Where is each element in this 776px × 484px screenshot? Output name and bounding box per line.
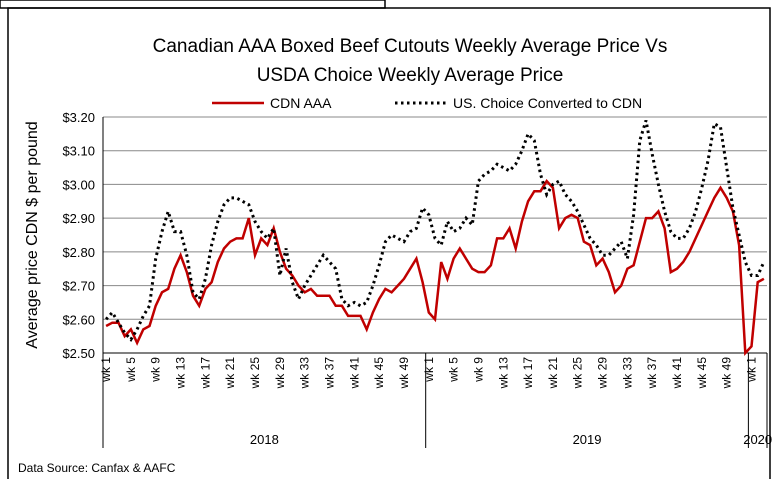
x-tick-label: wk 21 [223,357,237,390]
x-tick-label: wk 49 [397,357,411,390]
y-tick-label: $3.20 [62,110,95,125]
x-tick-label: wk 1 [422,357,436,383]
group-label: 2018 [250,432,279,447]
x-tick-label: wk 41 [670,357,684,390]
y-tick-label: $2.80 [62,245,95,260]
y-tick-label: $2.90 [62,211,95,226]
x-tick-label: wk 25 [571,357,585,390]
x-tick-label: wk 33 [298,357,312,390]
x-tick-label: wk 33 [620,357,634,390]
group-label: 2020 [743,432,772,447]
legend-label: US. Choice Converted to CDN [453,95,642,111]
frame-tab [0,0,386,9]
x-tick-label: wk 45 [695,357,709,390]
y-tick-label: $2.50 [62,346,95,361]
x-tick-label: wk 29 [273,357,287,390]
legend-label: CDN AAA [270,95,332,111]
y-tick-label: $2.60 [62,312,95,327]
x-tick-label: wk 13 [496,357,510,390]
x-tick-label: wk 21 [546,357,560,390]
x-tick-label: wk 37 [645,357,659,390]
y-tick-label: $3.00 [62,177,95,192]
x-tick-label: wk 29 [596,357,610,390]
x-tick-label: wk 45 [372,357,386,390]
x-tick-label: wk 9 [471,357,485,383]
y-tick-label: $2.70 [62,279,95,294]
x-tick-label: wk 41 [347,357,361,390]
x-tick-label: wk 17 [521,357,535,390]
x-tick-label: wk 1 [744,357,758,383]
series-line [105,179,765,357]
x-tick-label: wk 37 [323,357,337,390]
x-tick-label: wk 5 [124,357,138,383]
y-axis-label: Average price CDN $ per pound [24,121,41,348]
source: Data Source: Canfax & AAFC [18,461,176,475]
x-tick-label: wk 17 [198,357,212,390]
x-tick-label: wk 49 [720,357,734,390]
x-tick-label: wk 5 [447,357,461,383]
series-line [104,119,766,342]
chart-title: USDA Choice Weekly Average Price [257,65,564,86]
chart-title: Canadian AAA Boxed Beef Cutouts Weekly A… [153,36,668,57]
x-tick-label: wk 9 [149,357,163,383]
x-tick-label: wk 25 [248,357,262,390]
group-label: 2019 [573,432,602,447]
x-tick-label: wk 1 [99,357,113,383]
x-tick-label: wk 13 [174,357,188,390]
y-tick-label: $3.10 [62,144,95,159]
